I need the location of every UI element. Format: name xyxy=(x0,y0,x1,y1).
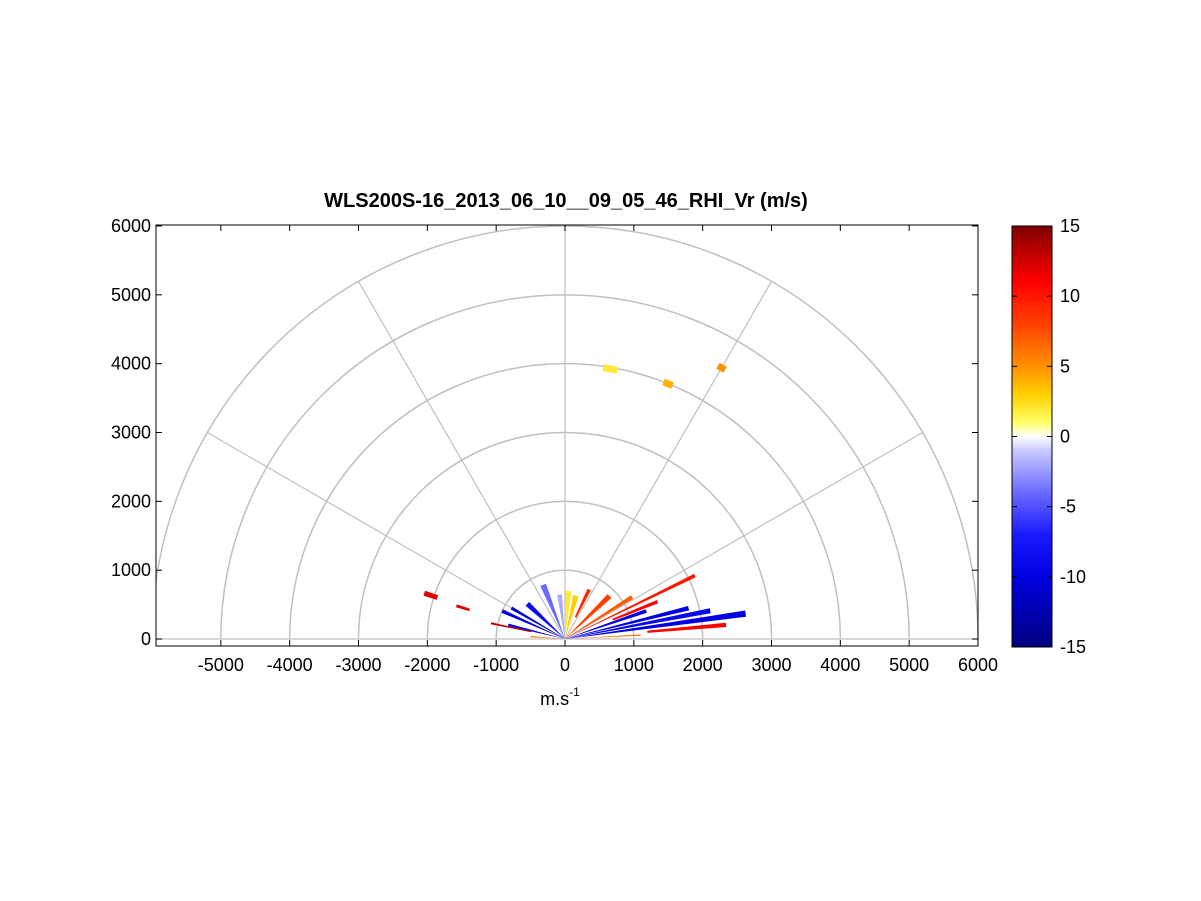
velocity-beam xyxy=(490,622,532,633)
azimuth-spoke xyxy=(207,431,566,640)
colorbar-tick-label: 0 xyxy=(1060,427,1070,447)
velocity-beam xyxy=(565,594,612,639)
plot-area xyxy=(156,225,978,646)
x-axis-label: m.s-1 xyxy=(540,685,580,709)
x-tick-label: -3000 xyxy=(335,655,381,675)
velocity-beam xyxy=(530,636,565,639)
y-tick-label: 0 xyxy=(141,629,151,649)
colorbar: 15 10 5 0 -5 -10 -15 xyxy=(1011,216,1086,657)
velocity-beam xyxy=(647,622,727,633)
velocity-beam xyxy=(574,588,591,618)
y-tick-label: 3000 xyxy=(111,423,151,443)
velocity-beam xyxy=(510,606,565,639)
x-tick-label: -4000 xyxy=(267,655,313,675)
plot-frame xyxy=(155,224,979,647)
azimuth-spoke xyxy=(564,431,923,640)
velocity-beam xyxy=(501,609,565,639)
velocity-beam xyxy=(602,364,618,374)
velocity-beam xyxy=(456,604,470,612)
velocity-beam xyxy=(716,362,727,373)
velocity-beam xyxy=(507,623,565,639)
velocity-beam xyxy=(565,590,572,639)
x-tick-label: 2000 xyxy=(683,655,723,675)
azimuth-spoke xyxy=(357,281,566,640)
colorbar-tick-label: -15 xyxy=(1060,637,1086,657)
y-axis-ticks: 0 1000 2000 3000 4000 5000 6000 xyxy=(111,216,978,649)
colorbar-tick-label: -5 xyxy=(1060,497,1076,517)
velocity-beam xyxy=(565,609,647,639)
velocity-beam xyxy=(565,595,579,639)
x-tick-label: 6000 xyxy=(958,655,998,675)
x-axis-ticks: -5000 -4000 -3000 -2000 -1000 0 1000 2000 3000 40… xyxy=(198,225,998,675)
velocity-beam xyxy=(525,601,565,639)
velocity-beam xyxy=(565,634,641,639)
chart-title: WLS200S-16_2013_06_10__09_05_46_RHI_Vr (… xyxy=(324,190,808,212)
velocity-beam xyxy=(565,610,746,639)
colorbar-scale xyxy=(1011,225,1053,648)
velocity-beam xyxy=(565,595,634,639)
velocity-beam xyxy=(540,583,565,639)
y-tick-label: 5000 xyxy=(111,285,151,305)
velocity-beam xyxy=(423,590,439,600)
x-axis-label-base: m.s xyxy=(540,689,569,709)
y-tick-label: 1000 xyxy=(111,560,151,580)
y-tick-label: 2000 xyxy=(111,491,151,511)
y-tick-label: 6000 xyxy=(111,216,151,236)
colorbar-ticks: 15 10 5 0 -5 -10 -15 xyxy=(1012,216,1086,657)
velocity-beam xyxy=(565,608,711,639)
colorbar-tick-label: 15 xyxy=(1060,216,1080,236)
velocity-beam xyxy=(565,573,696,639)
velocity-beam xyxy=(557,594,565,639)
x-tick-label: 4000 xyxy=(820,655,860,675)
velocity-beam xyxy=(565,606,690,639)
velocity-beam xyxy=(612,600,659,621)
x-tick-label: 5000 xyxy=(889,655,929,675)
x-tick-label: -1000 xyxy=(473,655,519,675)
x-axis-label-exponent: -1 xyxy=(569,685,580,699)
colorbar-tick-label: 5 xyxy=(1060,356,1070,376)
x-tick-label: -2000 xyxy=(404,655,450,675)
velocity-beams xyxy=(423,362,746,639)
x-tick-label: 1000 xyxy=(614,655,654,675)
azimuth-spoke xyxy=(564,281,773,640)
colorbar-tick-label: -10 xyxy=(1060,567,1086,587)
x-tick-label: 0 xyxy=(560,655,570,675)
colorbar-tick-label: 10 xyxy=(1060,286,1080,306)
x-tick-label: 3000 xyxy=(751,655,791,675)
velocity-beam xyxy=(662,378,674,389)
y-tick-label: 4000 xyxy=(111,354,151,374)
x-tick-label: -5000 xyxy=(198,655,244,675)
